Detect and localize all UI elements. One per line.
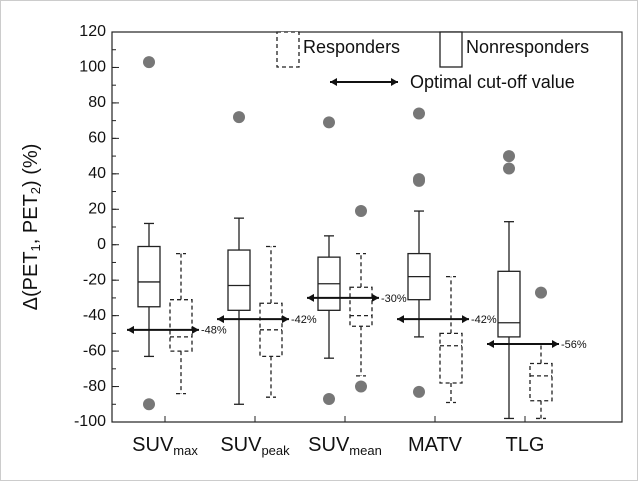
category-main: MATV bbox=[408, 434, 463, 456]
legend-label: Optimal cut-off value bbox=[410, 72, 575, 92]
y-label-part: , PET bbox=[20, 194, 42, 244]
legend-label: Nonresponders bbox=[466, 37, 589, 57]
cutoff-arrowhead bbox=[330, 78, 398, 86]
outlier bbox=[503, 162, 515, 175]
box bbox=[169, 299, 193, 352]
box bbox=[227, 249, 251, 311]
y-tick-label: 40 bbox=[88, 165, 106, 182]
outlier bbox=[323, 116, 335, 129]
outlier bbox=[233, 111, 245, 124]
legend-label: Responders bbox=[303, 37, 400, 57]
y-tick-label: -100 bbox=[74, 413, 106, 430]
category-sub: mean bbox=[349, 443, 382, 458]
category-sub: max bbox=[173, 443, 198, 458]
cutoff-label: -56% bbox=[561, 339, 587, 351]
y-tick-label: -20 bbox=[83, 271, 106, 288]
outlier bbox=[143, 398, 155, 411]
y-tick-label: 60 bbox=[88, 130, 106, 147]
box bbox=[529, 362, 553, 402]
y-label-part: Δ(PET bbox=[20, 251, 42, 310]
outlier bbox=[143, 56, 155, 69]
cutoff-label: -42% bbox=[471, 314, 497, 326]
y-axis-label: Δ(PET1, PET2) (%) bbox=[20, 144, 43, 311]
y-label-part: 1 bbox=[28, 244, 43, 251]
outlier bbox=[535, 286, 547, 299]
outlier bbox=[413, 385, 425, 398]
box bbox=[439, 332, 463, 384]
x-tick-label: SUVpeak bbox=[220, 434, 290, 458]
y-tick-label: 80 bbox=[88, 94, 106, 111]
legend-swatch bbox=[439, 31, 463, 68]
category-main: SUV bbox=[132, 434, 174, 456]
box bbox=[497, 270, 521, 338]
category-main: TLG bbox=[506, 434, 545, 456]
y-tick-label: 20 bbox=[88, 200, 106, 217]
x-tick-label: TLG bbox=[506, 434, 545, 456]
y-tick-label: 100 bbox=[79, 59, 106, 76]
cutoff-label: -42% bbox=[291, 314, 317, 326]
y-tick-label: 120 bbox=[79, 23, 106, 40]
cutoff-label: -48% bbox=[201, 325, 227, 337]
legend-swatch bbox=[276, 31, 300, 68]
x-tick-label: MATV bbox=[408, 434, 463, 456]
outlier bbox=[413, 173, 425, 186]
x-tick-label: SUVmean bbox=[308, 434, 382, 458]
y-tick-label: -80 bbox=[83, 378, 106, 395]
outlier bbox=[355, 205, 367, 218]
box bbox=[137, 245, 161, 308]
x-tick-label: SUVmax bbox=[132, 434, 198, 458]
outlier bbox=[323, 392, 335, 405]
cutoff-label: -30% bbox=[381, 293, 407, 305]
y-label-part: ) (%) bbox=[20, 144, 42, 187]
outlier bbox=[413, 107, 425, 120]
category-main: SUV bbox=[220, 434, 262, 456]
outlier bbox=[503, 150, 515, 163]
y-tick-label: -40 bbox=[83, 307, 106, 324]
category-main: SUV bbox=[308, 434, 350, 456]
y-tick-label: -60 bbox=[83, 342, 106, 359]
y-tick-label: 0 bbox=[97, 236, 106, 253]
category-sub: peak bbox=[261, 443, 290, 458]
y-label-part: 2 bbox=[28, 187, 43, 194]
box bbox=[349, 286, 373, 327]
outlier bbox=[355, 380, 367, 393]
